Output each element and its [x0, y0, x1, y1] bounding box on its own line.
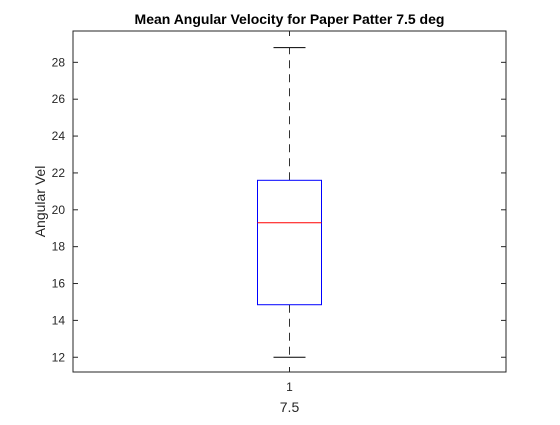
y-tick-label: 12 — [52, 350, 66, 364]
y-tick-label: 24 — [52, 129, 66, 143]
y-axis-ticks: 12 14 16 18 20 22 24 26 28 — [52, 55, 506, 364]
y-tick-label: 28 — [52, 55, 66, 69]
chart-title: Mean Angular Velocity for Paper Patter 7… — [135, 11, 445, 27]
y-axis-label: Angular Vel — [32, 166, 48, 238]
x-tick-label: 1 — [286, 380, 293, 394]
y-tick-label: 18 — [52, 240, 66, 254]
y-tick-label: 14 — [52, 313, 66, 327]
x-axis-label: 7.5 — [280, 399, 300, 415]
y-tick-label: 16 — [52, 277, 66, 291]
y-tick-label: 22 — [52, 166, 66, 180]
box-group — [257, 47, 322, 358]
boxes — [257, 47, 322, 358]
y-tick-label: 20 — [52, 203, 66, 217]
interquartile-box — [257, 179, 322, 306]
y-tick-label: 26 — [52, 92, 66, 106]
x-axis-ticks: 1 — [286, 31, 293, 394]
plot-area-frame — [72, 30, 507, 373]
